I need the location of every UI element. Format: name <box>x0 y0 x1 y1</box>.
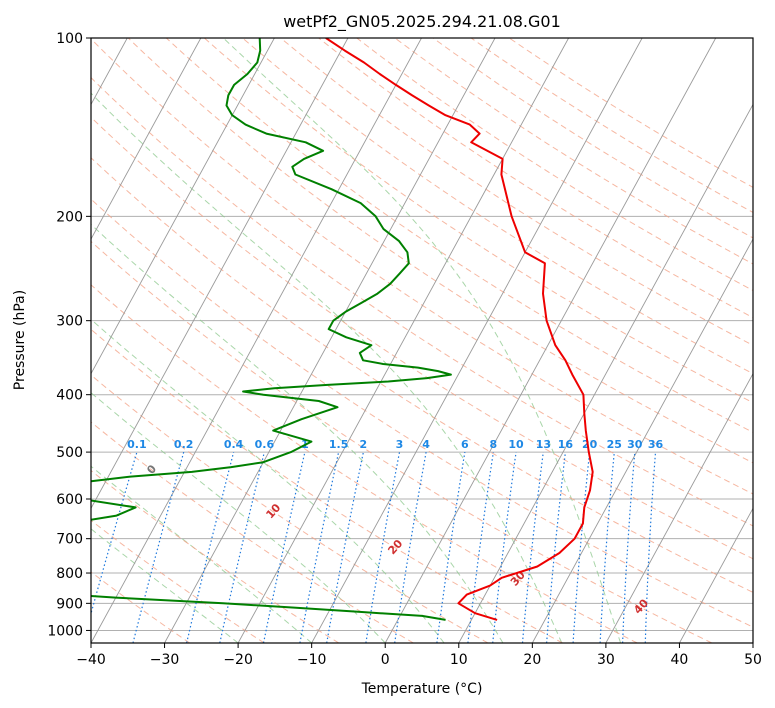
isotherm-line <box>311 38 643 643</box>
x-tick-label: −10 <box>297 652 327 668</box>
mixing-ratio-label: 16 <box>558 438 574 451</box>
mixing-ratio-label: 36 <box>648 438 664 451</box>
mixing-ratio-line <box>186 451 235 643</box>
y-tick-label: 700 <box>56 532 83 548</box>
mixing-ratio-line <box>299 451 340 643</box>
dry-adiabat-line <box>280 38 753 346</box>
x-tick-label: −40 <box>76 652 106 668</box>
y-axis-ticks: 100 200 300 400 500 600 700 800 900 1000 <box>47 31 91 639</box>
y-tick-label: 800 <box>56 566 83 582</box>
chart-title: wetPf2_GN05.2025.294.21.08.G01 <box>283 12 561 32</box>
x-tick-label: 40 <box>671 652 689 668</box>
isotherm-line <box>679 507 753 643</box>
mixing-ratio-label: 0.6 <box>255 438 275 451</box>
plot-frame <box>90 37 754 644</box>
dry-adiabat-line <box>432 38 753 239</box>
isotherm-line <box>91 38 275 375</box>
dewpoint-profile <box>91 38 452 621</box>
x-tick-label: 20 <box>523 652 541 668</box>
moist-adiabat-line <box>91 223 504 643</box>
moist-adiabat-line <box>91 92 563 643</box>
isotherm-line <box>531 238 753 643</box>
x-tick-label: 0 <box>381 652 390 668</box>
mixing-ratio-label: 6 <box>461 438 469 451</box>
mixing-ratio-label: 13 <box>536 438 551 451</box>
sounding-profiles <box>91 38 594 621</box>
dry-adiabat-line <box>356 38 753 292</box>
dry-adiabat-line <box>91 284 638 643</box>
dry-adiabats <box>91 38 753 643</box>
y-axis-label: Pressure (hPa) <box>12 290 28 390</box>
y-tick-label: 400 <box>56 388 83 404</box>
mixing-ratio-line <box>492 452 517 643</box>
dry-adiabat-line <box>127 38 753 464</box>
dry-adiabat-line <box>91 38 753 495</box>
x-tick-label: −30 <box>150 652 180 668</box>
temperature-profile <box>325 38 594 621</box>
x-tick-label: 30 <box>597 652 615 668</box>
isotherm-line <box>458 103 753 643</box>
y-tick-label: 900 <box>56 596 83 612</box>
mixing-ratio-label: 0.1 <box>127 438 147 451</box>
isotherm-line <box>91 38 422 643</box>
dry-adiabat-line <box>91 116 753 560</box>
mixing-ratio-line <box>436 452 466 643</box>
mixing-ratio-label: 3 <box>396 438 404 451</box>
mixing-ratio-line <box>132 451 185 643</box>
mixing-ratio-label: 25 <box>607 438 622 451</box>
dry-adiabat-line <box>242 38 753 375</box>
mixing-ratio-line <box>326 451 364 643</box>
y-tick-label: 1000 <box>47 623 83 639</box>
x-tick-label: 10 <box>450 652 468 668</box>
x-axis-ticks: −40 −30 −20 −10 0 10 20 30 40 50 <box>76 643 762 668</box>
mixing-ratio-label: 0.4 <box>224 438 244 451</box>
isotherm-line <box>237 38 570 643</box>
mixing-ratio-label: 8 <box>490 438 498 451</box>
mixing-ratio-label: 0.2 <box>174 438 194 451</box>
moist-adiabat-line <box>222 38 622 643</box>
mixing-ratio-line <box>521 452 544 643</box>
dry-adiabat-line <box>318 38 753 319</box>
grid-lines <box>91 38 753 631</box>
plot-background <box>91 38 753 643</box>
x-tick-label: −20 <box>223 652 253 668</box>
dry-adiabat-line <box>91 198 753 628</box>
mixing-ratio-label: 10 <box>508 438 524 451</box>
dry-adiabat-line <box>91 76 753 527</box>
x-tick-label: 50 <box>744 652 762 668</box>
y-tick-label: 100 <box>56 31 83 47</box>
dry-adiabat-line <box>91 328 563 643</box>
moist-adiabat-line <box>91 318 445 643</box>
isotherm-line <box>91 38 202 240</box>
moist-adiabat-line <box>91 392 386 643</box>
mixing-ratio-label: 30 <box>627 438 643 451</box>
dry-adiabat-line <box>91 157 753 593</box>
isotherm-line <box>605 372 753 643</box>
mixing-ratio-line <box>394 451 427 643</box>
dry-adiabat-line <box>91 469 340 643</box>
isotherm-line <box>384 38 717 643</box>
mixing-ratio-label: 20 <box>582 438 598 451</box>
mixing-ratio-line <box>262 451 306 643</box>
x-axis-label: Temperature (°C) <box>361 681 483 697</box>
y-tick-label: 300 <box>56 314 83 330</box>
mixing-ratio-label: 1.5 <box>329 438 349 451</box>
y-tick-label: 600 <box>56 492 83 508</box>
isotherm-line <box>164 38 496 643</box>
mixing-ratio-label: 2 <box>360 438 368 451</box>
mixing-ratio-label: 4 <box>422 438 430 451</box>
dry-adiabat-line <box>394 38 753 265</box>
y-tick-label: 500 <box>56 445 83 461</box>
mixing-ratio-line <box>365 451 401 643</box>
y-tick-label: 200 <box>56 209 83 225</box>
mixing-ratio-line <box>219 451 265 643</box>
